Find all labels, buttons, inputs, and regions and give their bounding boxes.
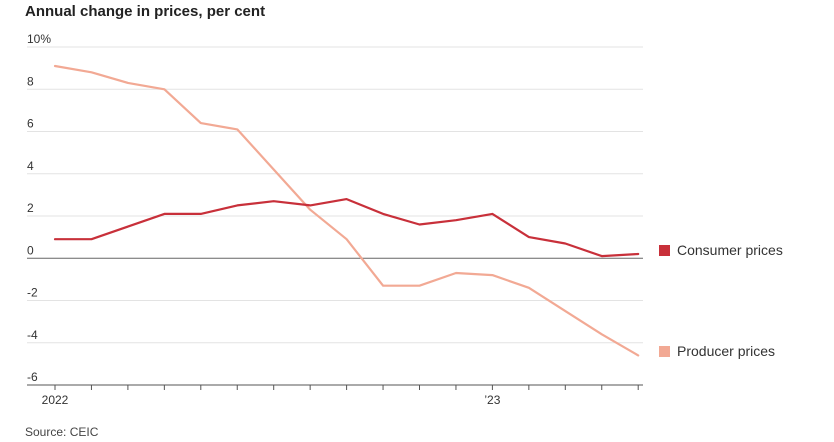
series-line-producer-prices <box>53 64 640 357</box>
y-tick-label: 6 <box>27 117 34 131</box>
y-tick-label: -6 <box>27 370 38 384</box>
chart-title: Annual change in prices, per cent <box>25 3 265 20</box>
x-tick-label: ’23 <box>484 393 500 407</box>
y-tick-label: 2 <box>27 201 34 215</box>
legend-swatch-consumer-prices <box>659 245 670 256</box>
series-lines <box>53 64 640 357</box>
x-tick-label: 2022 <box>42 393 69 407</box>
series-line-consumer-prices <box>53 198 640 258</box>
y-tick-label: 10% <box>27 32 51 46</box>
legend-label-producer-prices: Producer prices <box>677 343 775 359</box>
source-note: Source: CEIC <box>25 425 99 439</box>
x-axis: 2022 ’23 <box>27 384 643 407</box>
grid <box>27 46 643 344</box>
legend: Consumer prices Producer prices <box>659 242 783 359</box>
y-tick-label: -2 <box>27 286 38 300</box>
y-tick-label: 4 <box>27 159 34 173</box>
legend-swatch-producer-prices <box>659 346 670 357</box>
y-axis-ticks: 10% 8 6 4 2 0 -2 -4 -6 <box>27 32 51 384</box>
y-tick-label: -4 <box>27 328 38 342</box>
legend-label-consumer-prices: Consumer prices <box>677 242 783 258</box>
y-tick-label: 0 <box>27 243 34 257</box>
y-tick-label: 8 <box>27 74 34 88</box>
